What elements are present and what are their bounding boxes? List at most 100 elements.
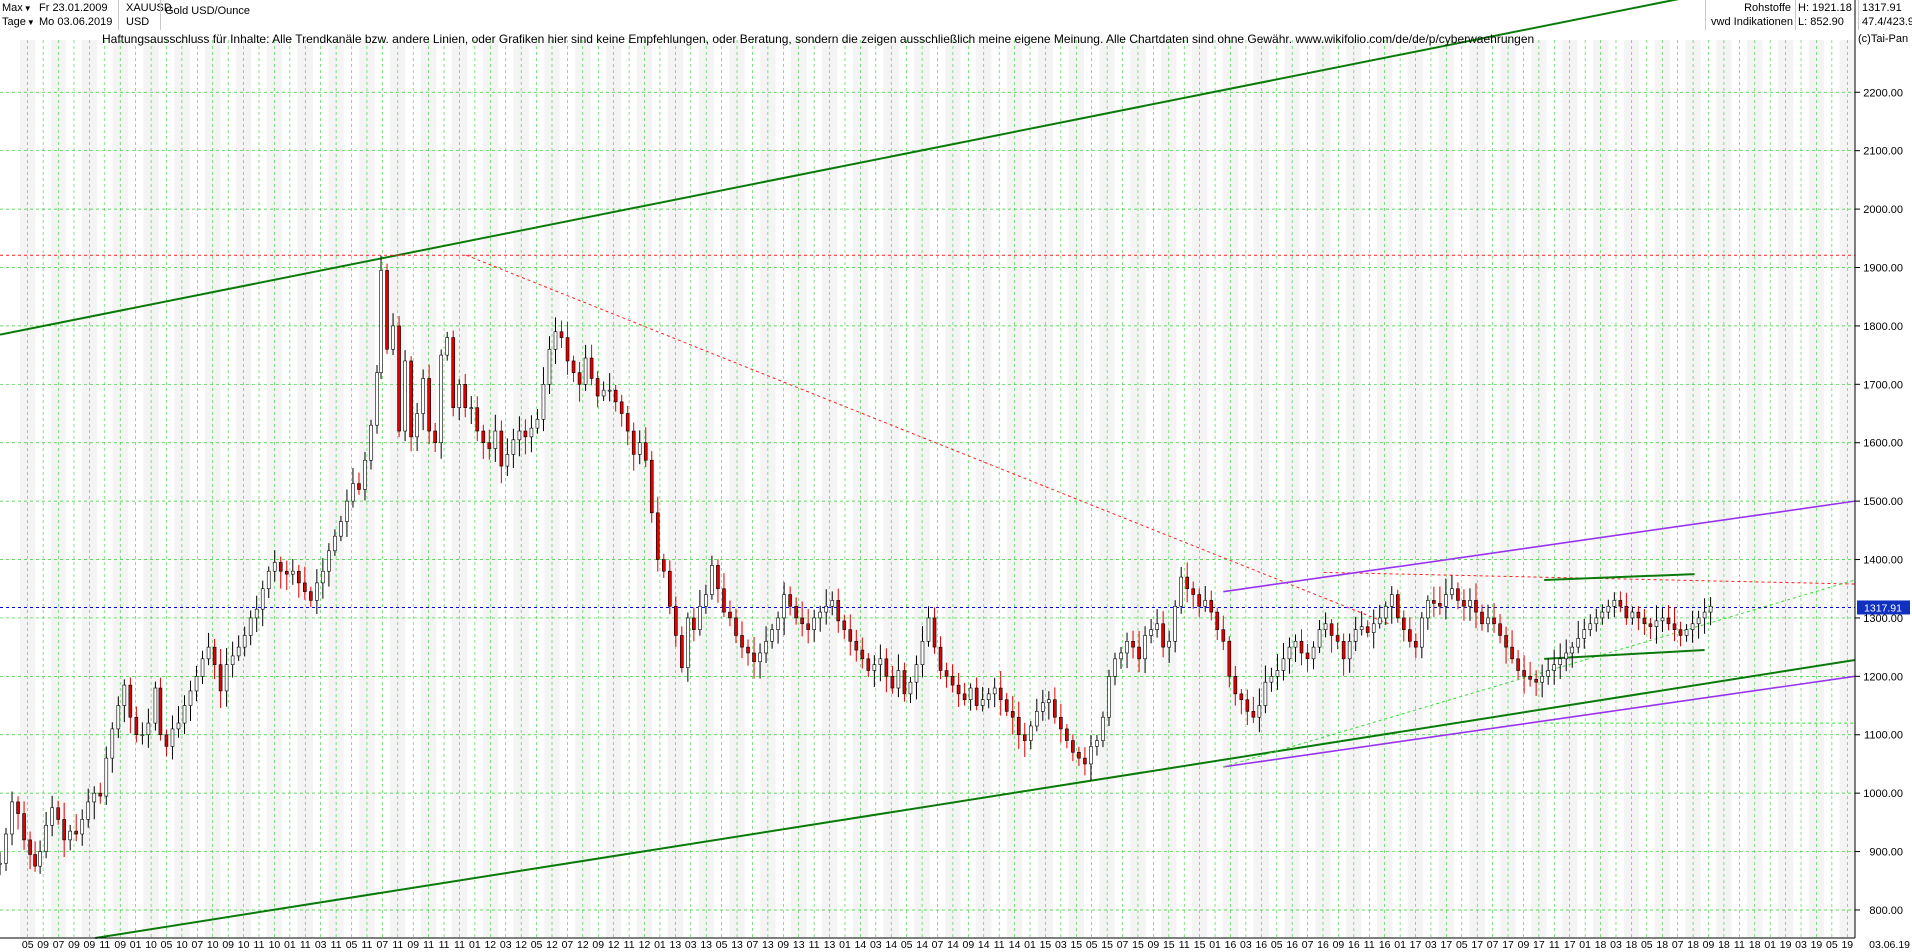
candle-body (421, 378, 425, 414)
x-tick-label: 01 (469, 939, 481, 951)
candle-body (824, 605, 829, 613)
candle-body (734, 617, 738, 636)
candle-body (1173, 605, 1177, 642)
trend-line (1223, 675, 1856, 768)
candle-body (710, 565, 714, 595)
x-tick-label: 11 (300, 939, 311, 951)
candle-body (224, 664, 229, 692)
candle-body (4, 833, 8, 864)
plot-band (1716, 40, 1732, 938)
candle-body (375, 372, 379, 426)
candle-body (128, 684, 133, 718)
candle-body (776, 617, 780, 630)
candle-body (1474, 600, 1478, 613)
candle-body (1034, 711, 1039, 727)
candle-body (1155, 623, 1159, 630)
candle-body (206, 646, 211, 660)
candle-body (1053, 699, 1057, 718)
plot-band (605, 40, 622, 938)
candle-body (22, 813, 26, 841)
candle-body (1576, 638, 1581, 648)
candle-body (1016, 716, 1021, 736)
plot-band (205, 40, 221, 938)
x-tick-label: 14 (1009, 939, 1021, 951)
candle-body (649, 459, 654, 514)
candle-body (1119, 652, 1123, 660)
plot-band (81, 40, 98, 938)
header-separator (160, 0, 161, 30)
x-tick-label: 17 (1533, 939, 1545, 951)
candle-body (369, 424, 373, 461)
candle-body (158, 687, 163, 736)
x-tick-label: 14 (947, 939, 959, 951)
candle-body (752, 652, 756, 663)
candle-body (1456, 588, 1460, 601)
candle-body (1588, 623, 1593, 630)
candle-body (475, 407, 480, 432)
change-value: 47.4/423.9 (1862, 16, 1912, 28)
candle-body (1203, 600, 1208, 607)
category: Rohstoffe (1744, 2, 1791, 14)
candle-body (1690, 623, 1695, 630)
x-tick-label: 11 (1549, 939, 1560, 951)
candle-body (980, 699, 985, 706)
candle-body (1642, 617, 1647, 625)
candle-body (1125, 640, 1129, 654)
chevron-down-icon: ▼ (26, 18, 35, 27)
candle-body (1534, 678, 1538, 683)
plot-band (390, 40, 406, 938)
candle-body (1143, 635, 1147, 660)
candle-body (505, 454, 510, 467)
plot-band (266, 40, 283, 938)
candle-body (866, 658, 871, 671)
x-tick-label: 15 (1040, 939, 1052, 951)
x-tick-label: 12 (546, 939, 558, 951)
candle-body (1504, 635, 1508, 648)
high-value: H: 1921.18 (1798, 2, 1852, 14)
candle-body (1696, 617, 1701, 625)
x-tick-label: 09 (1148, 939, 1160, 951)
candle-body (1618, 600, 1623, 607)
candle-body (1137, 646, 1141, 660)
x-end-label: 03.06.19 (1869, 939, 1910, 951)
plot-band (1685, 40, 1701, 938)
x-tick-label: 14 (885, 939, 897, 951)
plot-band (1346, 40, 1362, 938)
candle-body (1059, 716, 1063, 730)
candle-body (1041, 702, 1045, 712)
candle-body (1047, 699, 1051, 703)
candle-body (1498, 623, 1502, 636)
y-tick-label: 1300.00 (1863, 613, 1903, 625)
candle-body (499, 430, 504, 467)
x-tick-label: 03 (1795, 939, 1807, 951)
plot-band (1654, 40, 1670, 938)
period-dropdown[interactable]: Max▼ (2, 1, 32, 16)
candle-body (680, 635, 684, 668)
x-tick-label: 17 (1564, 939, 1576, 951)
candle-body (1341, 640, 1346, 660)
candle-body (812, 617, 816, 630)
candle-body (782, 594, 786, 619)
candle-body (397, 325, 401, 432)
candle-body (1462, 600, 1466, 607)
candle-body (284, 570, 289, 575)
candle-body (1365, 626, 1370, 633)
x-tick-label: 18 (1595, 939, 1607, 951)
x-tick-label: 07 (1117, 939, 1129, 951)
trend-lines (0, 0, 1856, 939)
plot-band (1562, 40, 1578, 938)
header-separator (1705, 0, 1706, 30)
candle-body (1486, 617, 1490, 625)
candle-body (547, 348, 552, 385)
plot-band (636, 40, 653, 938)
interval-dropdown[interactable]: Tage▼ (2, 15, 35, 30)
x-tick-label: 07 (377, 939, 389, 951)
candle-body (86, 801, 91, 820)
x-tick-label: 01 (1209, 939, 1221, 951)
disclaimer-text: Haftungsausschluss für Inhalte: Alle Tre… (102, 32, 1535, 46)
candle-body (1149, 629, 1153, 636)
candle-body (1022, 734, 1027, 741)
candle-body (315, 582, 319, 601)
candle-body (1540, 676, 1544, 683)
